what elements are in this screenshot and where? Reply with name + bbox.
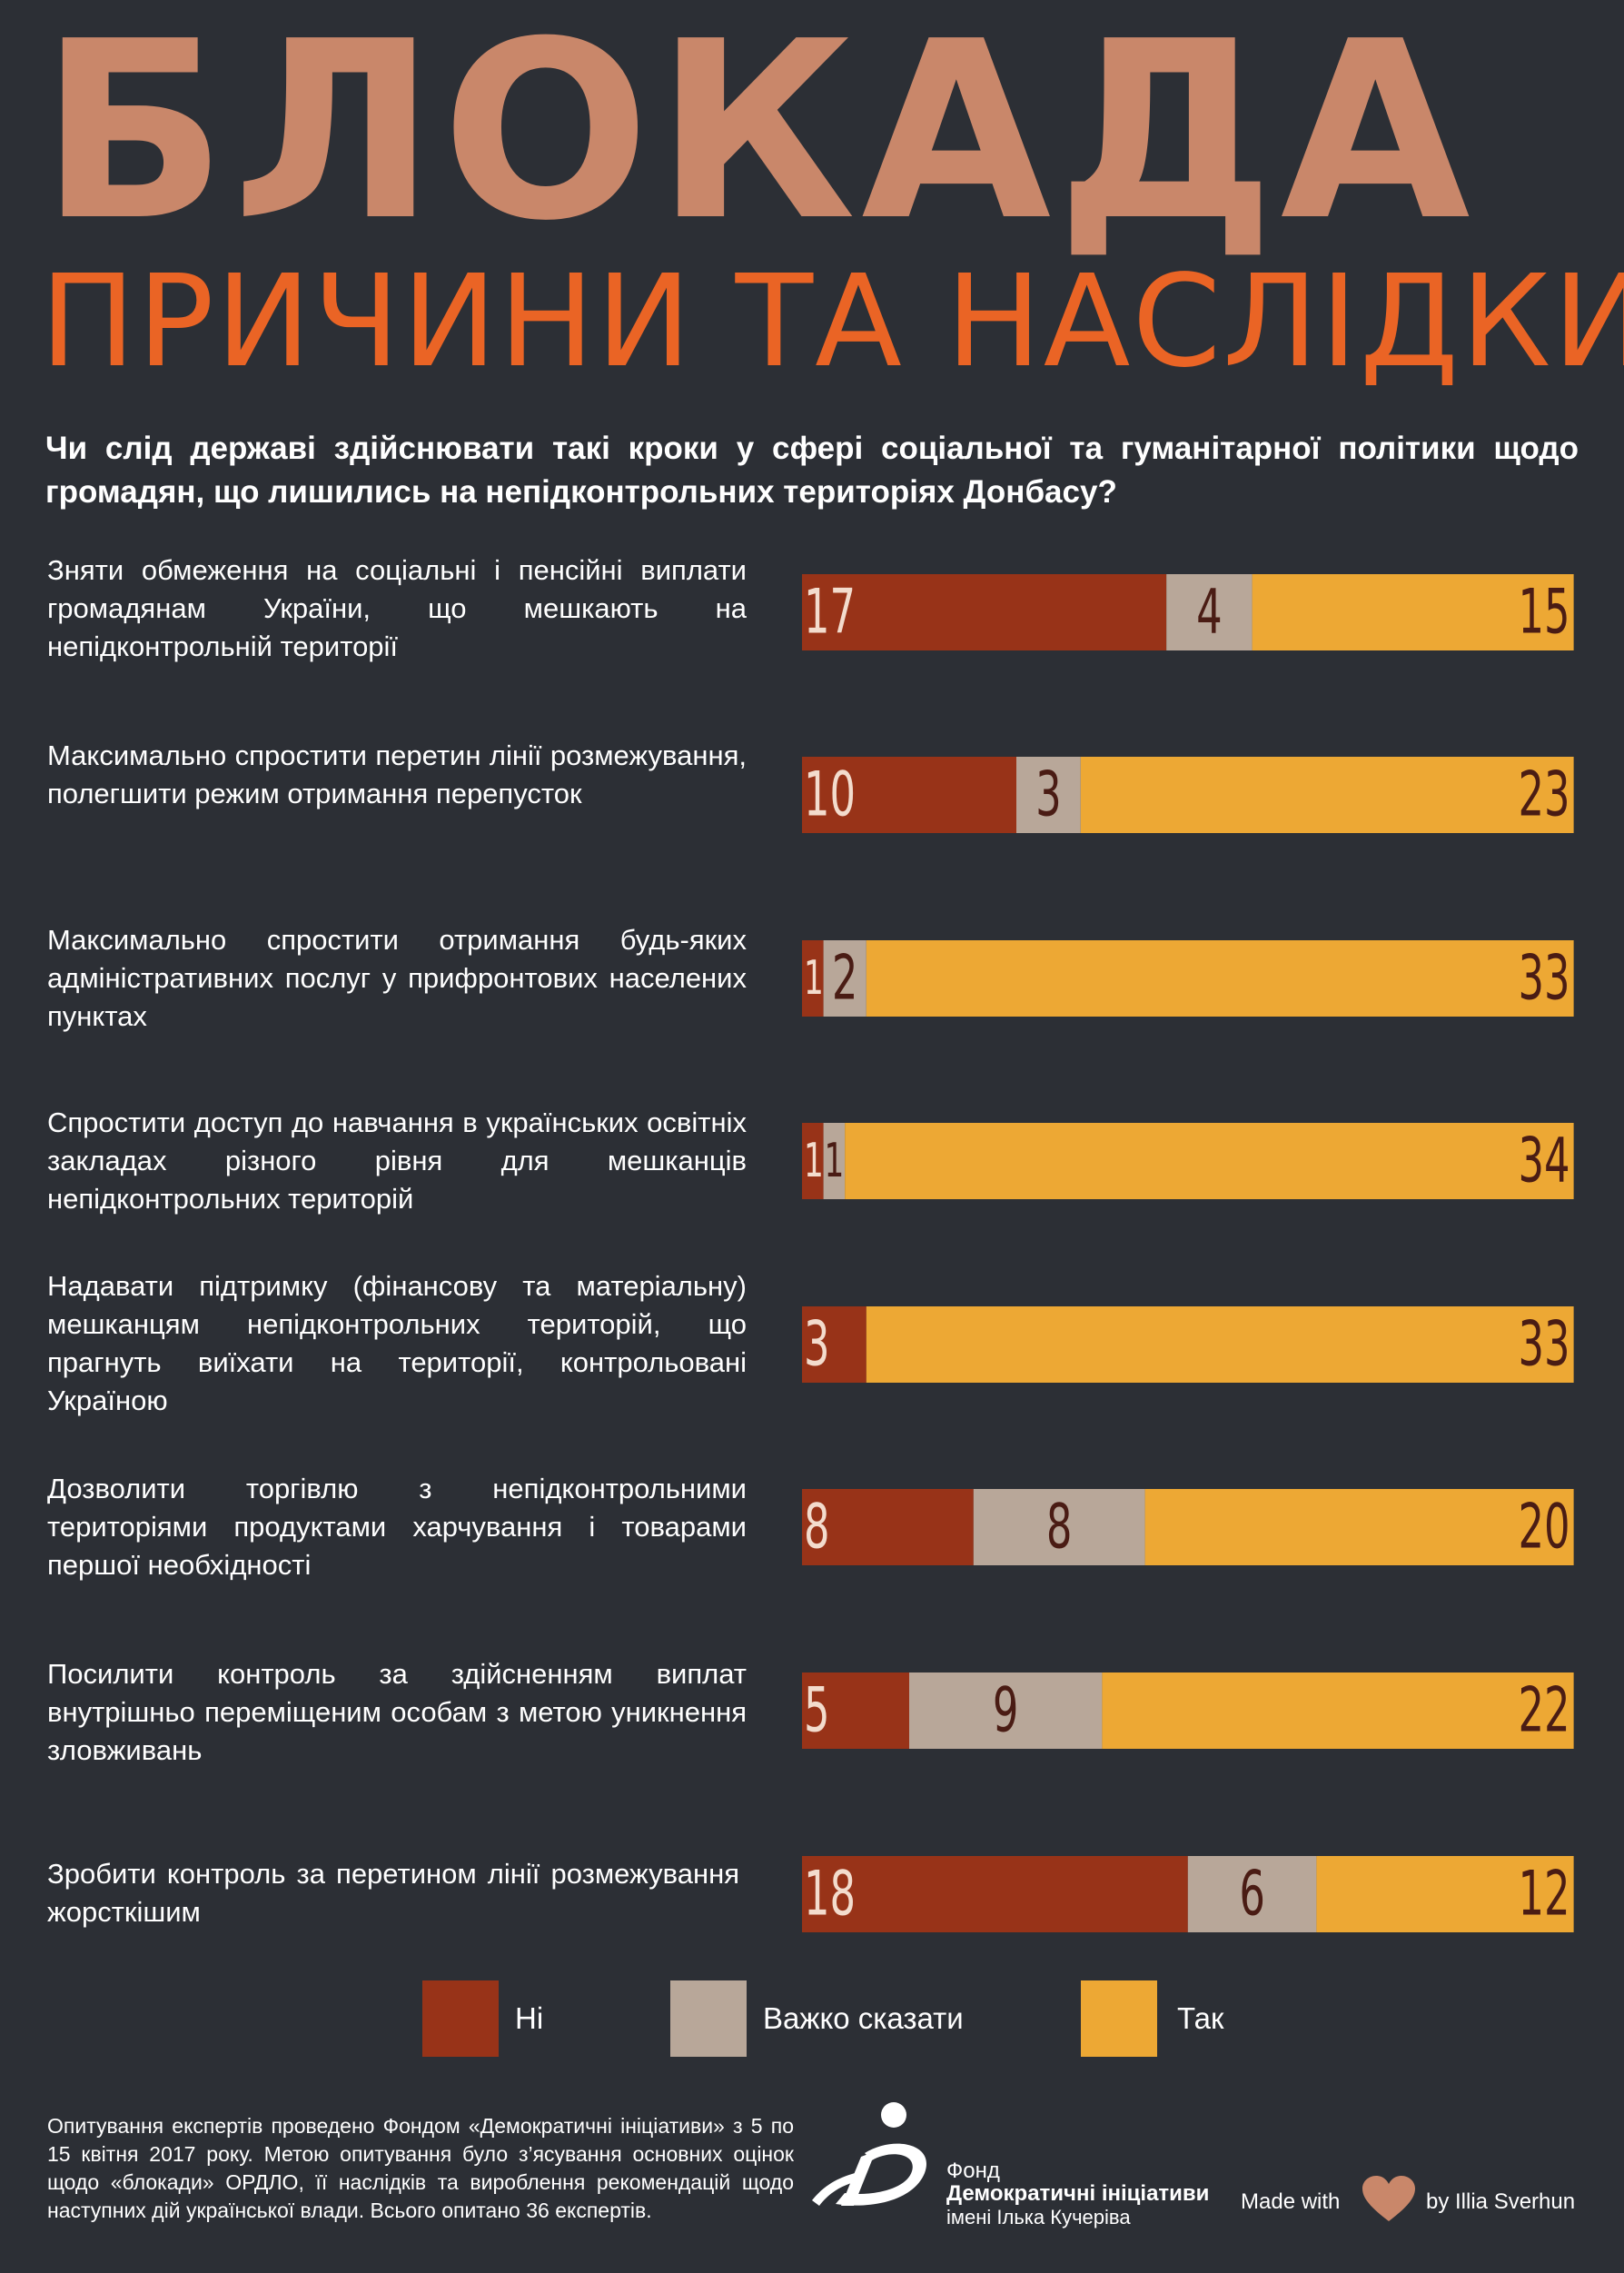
- row-label: Максимально спростити перетин лінії розм…: [47, 739, 747, 809]
- bar-segment: [802, 1306, 866, 1383]
- bar-segment: [1166, 574, 1253, 650]
- bar-value-label: 20: [1518, 1492, 1570, 1563]
- bar-value-label: 9: [993, 1675, 1019, 1747]
- bar-value-label: 17: [804, 577, 856, 649]
- bar-value-label: 18: [804, 1859, 856, 1931]
- survey-question: Чи слід державі здійснювати такі кроки у…: [45, 431, 1579, 510]
- bar-value-label: 23: [1518, 759, 1570, 831]
- row-label: Спростити доступ до навчання в українськ…: [47, 1107, 747, 1215]
- author-credit: by Illia Sverhun: [1426, 2189, 1576, 2214]
- fund-line-3: імені Ілька Кучеріва: [946, 2206, 1131, 2228]
- bar-value-label: 15: [1518, 577, 1570, 649]
- bar-segment: [845, 1123, 1574, 1199]
- fund-name: Фонд Демократичні ініціативи імені Ілька…: [946, 2160, 1209, 2229]
- bar-segment: [823, 940, 866, 1017]
- bar-segment: [1080, 757, 1574, 833]
- bar-segment: [1016, 757, 1081, 833]
- bar-segment: [1144, 1489, 1574, 1565]
- row-label: Посилити контроль за здійсненням виплат …: [47, 1658, 747, 1766]
- bar-segment: [802, 1672, 909, 1749]
- heart-icon: [1362, 2176, 1415, 2221]
- row-label: Зняти обмеження на соціальні і пенсійні …: [47, 554, 747, 662]
- page-title: БЛОКАДА: [40, 0, 1476, 274]
- legend-label-hard-to-say: Важко сказати: [763, 2001, 964, 2035]
- bar-segment: [802, 757, 1016, 833]
- bar-value-label: 3: [804, 1309, 830, 1381]
- bar-segment: [1187, 1856, 1317, 1932]
- row-label: Зробити контроль за перетином лінії розм…: [47, 1858, 739, 1928]
- bar-value-label: 8: [804, 1492, 830, 1563]
- made-with-text: Made with: [1241, 2189, 1341, 2214]
- bar-segment: [802, 1489, 974, 1565]
- bar-segment: [909, 1672, 1103, 1749]
- fund-line-1: Фонд: [946, 2159, 1000, 2183]
- bar-value-label: 2: [832, 943, 858, 1015]
- bar-value-label: 1: [804, 1134, 824, 1188]
- bar-value-label: 1: [824, 1134, 844, 1188]
- legend-swatch-hard-to-say: [670, 1980, 747, 2057]
- bar-segment: [802, 1856, 1188, 1932]
- bar-value-label: 6: [1239, 1859, 1265, 1931]
- legend-swatch-no: [422, 1980, 499, 2057]
- bar-value-label: 33: [1518, 1309, 1570, 1381]
- bar-value-label: 10: [804, 759, 856, 831]
- legend-label-yes: Так: [1177, 2001, 1224, 2035]
- bar-segment: [1102, 1672, 1574, 1749]
- bar-value-label: 1: [804, 951, 824, 1006]
- fund-line-2: Демократичні ініціативи: [946, 2181, 1210, 2206]
- row-label: Максимально спростити отримання будь-яки…: [47, 924, 747, 1032]
- bar-value-label: 5: [804, 1675, 830, 1747]
- bar-segment: [866, 1306, 1574, 1383]
- row-label: Надавати підтримку (фінансову та матеріа…: [47, 1270, 747, 1416]
- bar-segment: [823, 1123, 846, 1199]
- bar-segment: [802, 940, 824, 1017]
- bar-value-label: 22: [1518, 1675, 1570, 1747]
- bar-segment: [866, 940, 1574, 1017]
- bar-segment: [802, 574, 1167, 650]
- bar-segment: [1316, 1856, 1574, 1932]
- bar-value-label: 33: [1518, 943, 1570, 1015]
- bar-value-label: 34: [1518, 1126, 1570, 1197]
- bar-value-label: 4: [1196, 577, 1223, 649]
- fund-logo-icon: [812, 2102, 926, 2206]
- row-label: Дозволити торгівлю з непідконтрольними т…: [47, 1473, 747, 1581]
- bar-value-label: 3: [1035, 759, 1062, 831]
- survey-note: Опитування експертів проведено Фондом «Д…: [47, 2114, 794, 2222]
- page-subtitle: ПРИЧИНИ ТА НАСЛІДКИ: [40, 248, 1624, 396]
- legend-swatch-yes: [1081, 1980, 1157, 2057]
- bar-value-label: 12: [1518, 1859, 1570, 1931]
- bar-segment: [1252, 574, 1574, 650]
- bar-segment: [973, 1489, 1145, 1565]
- bar-value-label: 8: [1046, 1492, 1073, 1563]
- legend-label-no: Ні: [515, 2001, 544, 2035]
- bar-segment: [802, 1123, 824, 1199]
